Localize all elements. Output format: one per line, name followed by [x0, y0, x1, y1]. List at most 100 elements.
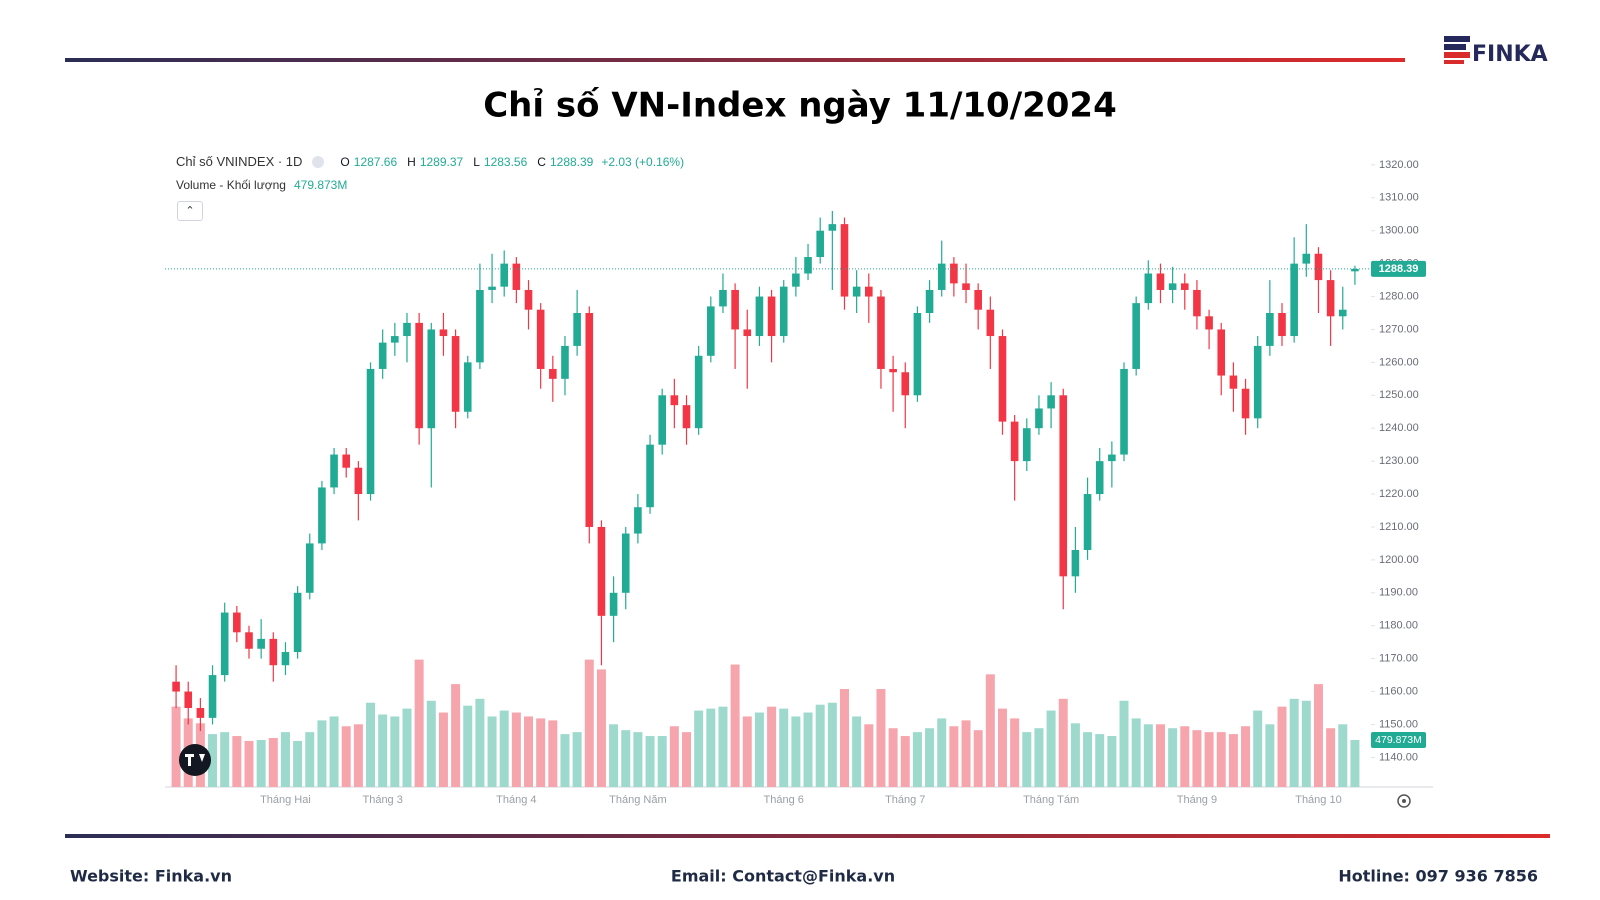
- candle-body: [488, 286, 496, 290]
- volume-bar: [803, 712, 813, 787]
- x-tick-label: Tháng 7: [885, 794, 925, 806]
- volume-bar: [560, 734, 570, 787]
- volume-bar: [1058, 698, 1068, 787]
- x-tick-label: Tháng 10: [1295, 794, 1341, 806]
- legend-close: 1288.39: [549, 154, 594, 169]
- candle-body: [512, 263, 521, 290]
- candle-body: [257, 638, 265, 649]
- candle-body: [1351, 268, 1359, 272]
- candle-body: [865, 286, 873, 297]
- volume-bar: [1216, 732, 1226, 787]
- volume-bar: [839, 689, 849, 787]
- candle-body: [609, 592, 618, 616]
- volume-bar: [208, 734, 218, 787]
- candle-body: [561, 345, 569, 379]
- logo: FINKA: [1472, 42, 1548, 67]
- volume-bar: [900, 736, 910, 787]
- candle-body: [1047, 395, 1055, 409]
- x-tick-label: Tháng Năm: [609, 794, 666, 806]
- candle-body: [986, 309, 995, 337]
- volume-bar: [596, 669, 606, 787]
- footer-hotline: Hotline: 097 936 7856: [1338, 867, 1538, 886]
- candle-body: [1059, 395, 1068, 577]
- volume-bar: [1168, 728, 1178, 787]
- volume-bar: [1241, 726, 1251, 787]
- collapse-button[interactable]: ⌃: [177, 201, 203, 221]
- volume-bar: [1070, 723, 1080, 787]
- candle-body: [573, 313, 581, 346]
- volume-bar: [426, 700, 436, 787]
- candle-body: [1156, 273, 1165, 290]
- candle-body: [925, 289, 934, 313]
- candle-body: [1241, 388, 1250, 419]
- candle-body: [330, 454, 338, 488]
- candle-body: [792, 273, 800, 287]
- volume-bar: [864, 724, 874, 787]
- volume-bar: [925, 728, 935, 787]
- y-tick-label: 1200.00: [1379, 554, 1419, 566]
- volume-bar: [366, 702, 376, 787]
- candle-body: [901, 372, 910, 396]
- y-tick-label: 1210.00: [1379, 521, 1419, 533]
- volume-bar: [256, 739, 266, 787]
- footer-email: Email: Contact@Finka.vn: [671, 867, 895, 886]
- legend-dot[interactable]: [312, 155, 325, 168]
- candle-body: [366, 368, 375, 495]
- volume-bar: [438, 712, 448, 787]
- y-tick-label: 1300.00: [1379, 225, 1419, 237]
- y-tick-label: 1270.00: [1379, 323, 1419, 335]
- volume-bar: [524, 716, 534, 787]
- volume-bar: [1204, 732, 1214, 787]
- volume-bar: [1119, 700, 1129, 787]
- volume-bar: [682, 732, 692, 787]
- volume-bar: [1034, 728, 1044, 787]
- x-tick-label: Tháng Hai: [260, 794, 311, 806]
- volume-bar: [244, 740, 254, 787]
- candle-body: [391, 336, 399, 343]
- candle-body: [1035, 408, 1043, 429]
- candle-body: [1290, 263, 1298, 337]
- settings-icon[interactable]: [1397, 794, 1411, 808]
- volume-bar: [912, 732, 922, 787]
- y-tick-label: 1220.00: [1379, 488, 1419, 500]
- legend-open: 1287.66: [353, 154, 398, 169]
- candle-body: [500, 263, 509, 287]
- volume-bar: [268, 738, 278, 787]
- y-tick-label: 1320.00: [1379, 159, 1419, 171]
- candle-body: [634, 507, 642, 534]
- candle-body: [1266, 313, 1274, 346]
- candle-body: [621, 533, 630, 593]
- y-tick-label: 1280.00: [1379, 290, 1419, 302]
- volume-bar: [220, 732, 230, 787]
- candle-body: [670, 395, 679, 406]
- candle-body: [779, 286, 788, 337]
- candle-body: [889, 368, 897, 373]
- tv-logo: [179, 744, 211, 776]
- legend-key: C: [537, 154, 546, 169]
- volume-bar: [1350, 739, 1360, 787]
- candle-body: [937, 263, 946, 290]
- title: Chỉ số VN-Index ngày 11/10/2024: [483, 86, 1117, 126]
- volume-value: 479.873M: [293, 178, 348, 192]
- volume-bar: [232, 736, 242, 787]
- volume-bar: [511, 712, 521, 787]
- candle-body: [1168, 283, 1177, 290]
- volume-bar: [1277, 706, 1287, 787]
- candle-body: [1326, 280, 1335, 317]
- candle-body: [1180, 283, 1189, 290]
- volume-bar: [609, 724, 619, 787]
- top-rule: [65, 58, 1405, 62]
- volume-bar: [487, 716, 497, 787]
- volume-bar: [414, 659, 424, 787]
- chart: 1140.00 1150.00 1160.00 1170.00 1180.00 1190.…: [165, 159, 1433, 806]
- candle-body: [269, 638, 278, 666]
- volume-bar: [293, 740, 303, 787]
- candle-body: [293, 592, 302, 653]
- volume-bar: [791, 716, 801, 787]
- volume-bar: [378, 714, 388, 787]
- candle-body: [1144, 273, 1153, 304]
- y-tick-label: 1140.00: [1379, 751, 1418, 763]
- candle-body: [1338, 309, 1347, 317]
